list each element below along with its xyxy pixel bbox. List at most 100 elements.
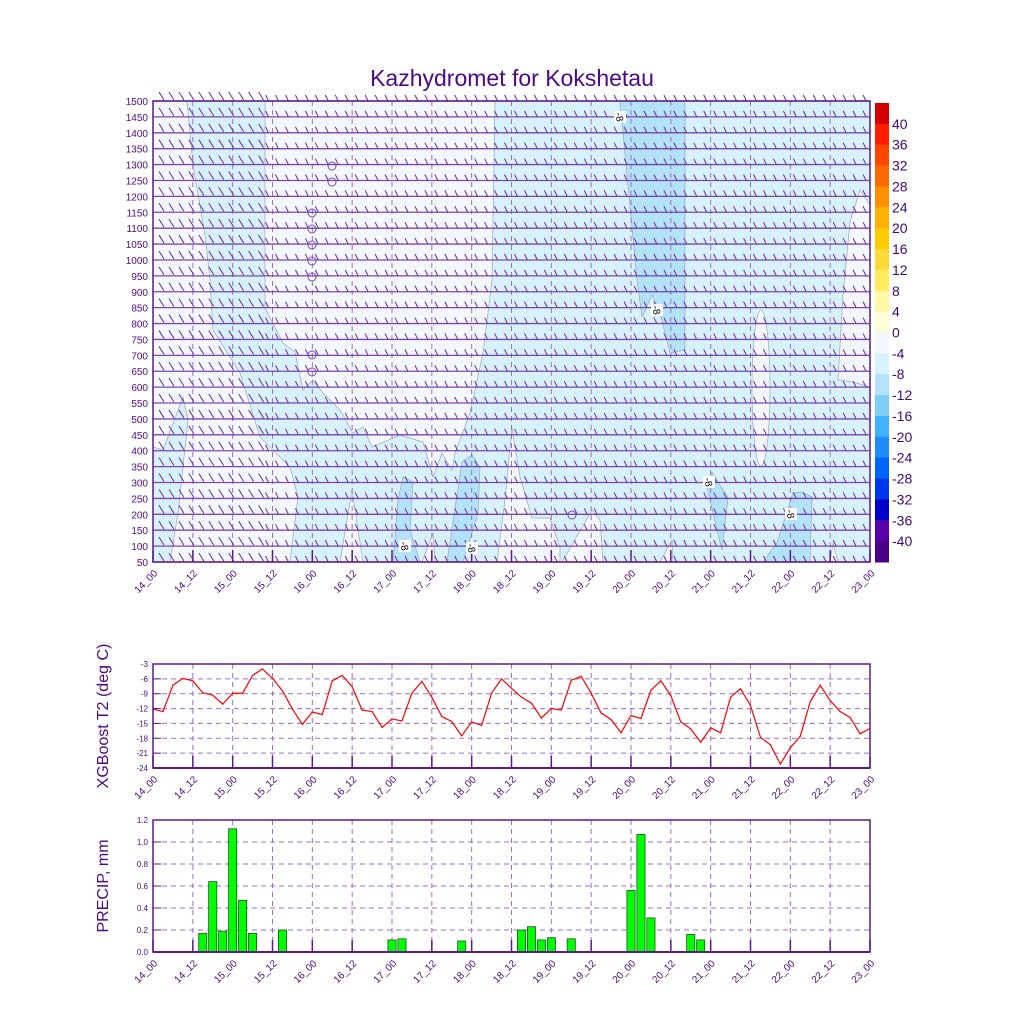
colorbar-label: -8: [892, 366, 905, 382]
wind-barb: [334, 365, 339, 372]
wind-barb: [178, 203, 185, 212]
colorbar-label: -20: [892, 429, 912, 445]
wind-barb: [374, 428, 379, 436]
wind-barb: [663, 365, 668, 372]
wind-barb: [693, 206, 698, 213]
wind-barb: [304, 555, 309, 563]
wind-barb: [374, 444, 379, 451]
wind-barb: [364, 476, 369, 483]
wind-barb: [444, 174, 449, 181]
y-tick-label: 250: [131, 494, 148, 505]
colorbar-label: 8: [892, 283, 900, 299]
wind-barb: [394, 444, 399, 451]
y-tick-label: -3: [141, 660, 149, 669]
wind-barb: [158, 250, 165, 260]
wind-barb: [198, 377, 205, 387]
y-axis-label: PRECIP, mm: [95, 839, 112, 932]
wind-barb: [802, 555, 807, 563]
wind-barb: [178, 489, 185, 498]
wind-barb: [802, 396, 807, 404]
wind-barb: [723, 333, 728, 340]
wind-barb: [862, 142, 867, 149]
wind-barb: [198, 203, 205, 212]
x-tick-label: 21_12: [730, 958, 758, 986]
wind-barb: [514, 428, 518, 436]
t2-data-point: [441, 715, 443, 718]
wind-barb: [344, 126, 349, 134]
wind-barb: [733, 492, 738, 499]
wind-barb: [524, 492, 528, 499]
wind-barb: [623, 508, 628, 515]
wind-barb: [324, 380, 329, 388]
wind-barb: [753, 380, 757, 388]
wind-barb: [464, 444, 469, 451]
wind-barb: [434, 476, 439, 483]
wind-barb: [832, 333, 837, 340]
wind-barb: [763, 94, 767, 102]
wind-barb: [294, 158, 299, 165]
wind-barb: [573, 444, 578, 451]
wind-barb: [248, 91, 255, 101]
wind-barb: [623, 158, 628, 165]
wind-barb: [643, 190, 648, 197]
wind-barb: [198, 393, 205, 403]
wind-barb: [693, 508, 698, 515]
wind-barb: [593, 142, 598, 149]
wind-barb: [583, 365, 588, 372]
wind-barb: [474, 365, 479, 372]
wind-barb: [434, 508, 439, 515]
wind-barb: [404, 349, 409, 356]
wind-barb: [772, 365, 777, 372]
wind-barb: [603, 174, 608, 181]
wind-barb: [842, 508, 847, 515]
wind-barb: [663, 523, 668, 531]
wind-barb: [178, 91, 185, 101]
wind-barb: [593, 523, 598, 531]
wind-barb: [178, 520, 185, 530]
wind-barb: [228, 314, 235, 323]
wind-barb: [404, 444, 409, 451]
wind-barb: [285, 508, 289, 515]
wind-barb: [275, 333, 279, 340]
wind-barb: [394, 206, 399, 213]
wind-barb: [314, 365, 319, 372]
wind-barb: [494, 126, 499, 134]
wind-barb: [683, 380, 688, 388]
wind-barb: [613, 317, 618, 324]
wind-barb: [663, 349, 668, 356]
t2-data-point: [361, 709, 363, 711]
wind-barb: [168, 361, 175, 371]
x-tick-label: 19_00: [531, 958, 559, 986]
wind-barb: [583, 444, 588, 451]
wind-barb: [782, 253, 787, 261]
wind-barb: [364, 253, 369, 261]
wind-barb: [258, 520, 265, 530]
wind-barb: [238, 377, 245, 387]
wind-barb: [414, 94, 419, 102]
wind-barb: [494, 412, 499, 420]
plot-frame: [152, 819, 871, 953]
wind-barb: [294, 94, 299, 102]
t2-data-point: [520, 696, 523, 698]
wind-barb: [178, 377, 185, 387]
wind-barb: [603, 428, 608, 436]
wind-barb: [198, 139, 205, 148]
wind-barb: [633, 333, 638, 340]
wind-barb: [772, 460, 777, 467]
wind-barb: [168, 123, 175, 133]
wind-barb: [364, 539, 369, 547]
wind-barb: [822, 253, 827, 261]
wind-barb: [314, 508, 319, 515]
wind-barb: [294, 126, 299, 134]
wind-barb: [623, 444, 628, 451]
wind-barb: [168, 346, 175, 355]
wind-barb: [563, 508, 568, 515]
t2-data-point: [471, 721, 473, 723]
wind-barb: [414, 412, 419, 420]
wind-barb: [275, 444, 279, 451]
calm-wind-circle: [567, 510, 577, 520]
wind-barb: [603, 221, 608, 229]
wind-barb: [633, 492, 638, 499]
wind-barb: [743, 110, 747, 118]
wind-barb: [673, 539, 678, 547]
